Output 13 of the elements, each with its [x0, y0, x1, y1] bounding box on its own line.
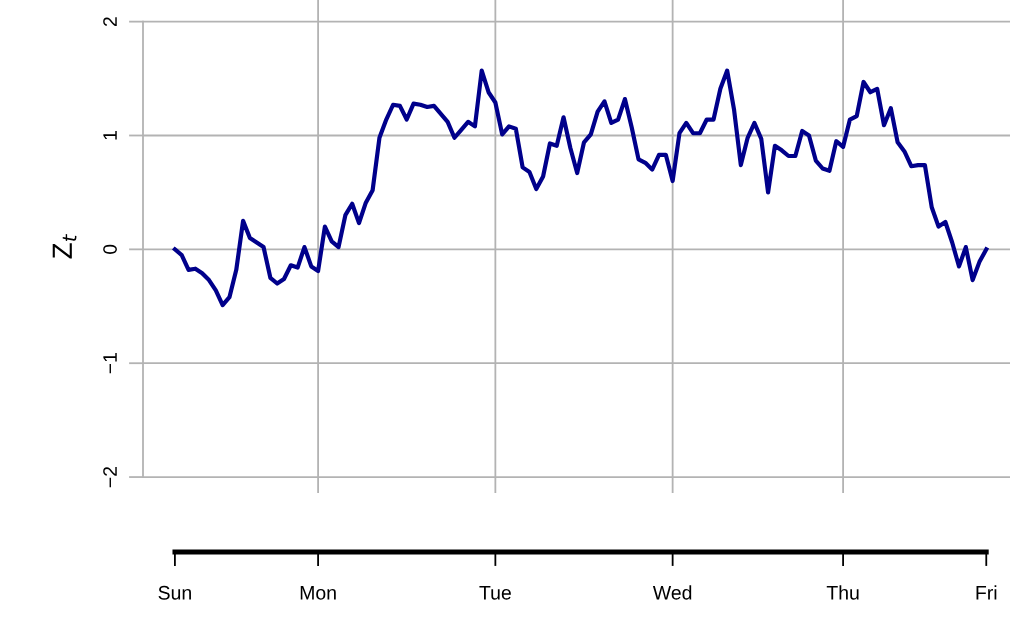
y-axis-title: Z$_{t}$ [52, 233, 77, 259]
x-tick-label: Fri [976, 585, 997, 600]
y-tick-label: 0 [103, 244, 117, 254]
y-tick-label: −1 [103, 353, 117, 374]
x-tick-label: Tue [479, 586, 511, 600]
x-tick-label: Mon [300, 586, 336, 600]
y-tick-label: 2 [103, 17, 117, 27]
y-tick-label: −2 [103, 466, 117, 488]
x-tick-label: Sun [158, 585, 191, 600]
y-tick-label: 1 [103, 131, 117, 140]
x-tick-label: Thu [826, 585, 859, 600]
line-series [172, 68, 989, 308]
x-tick-label: Wed [652, 585, 692, 600]
